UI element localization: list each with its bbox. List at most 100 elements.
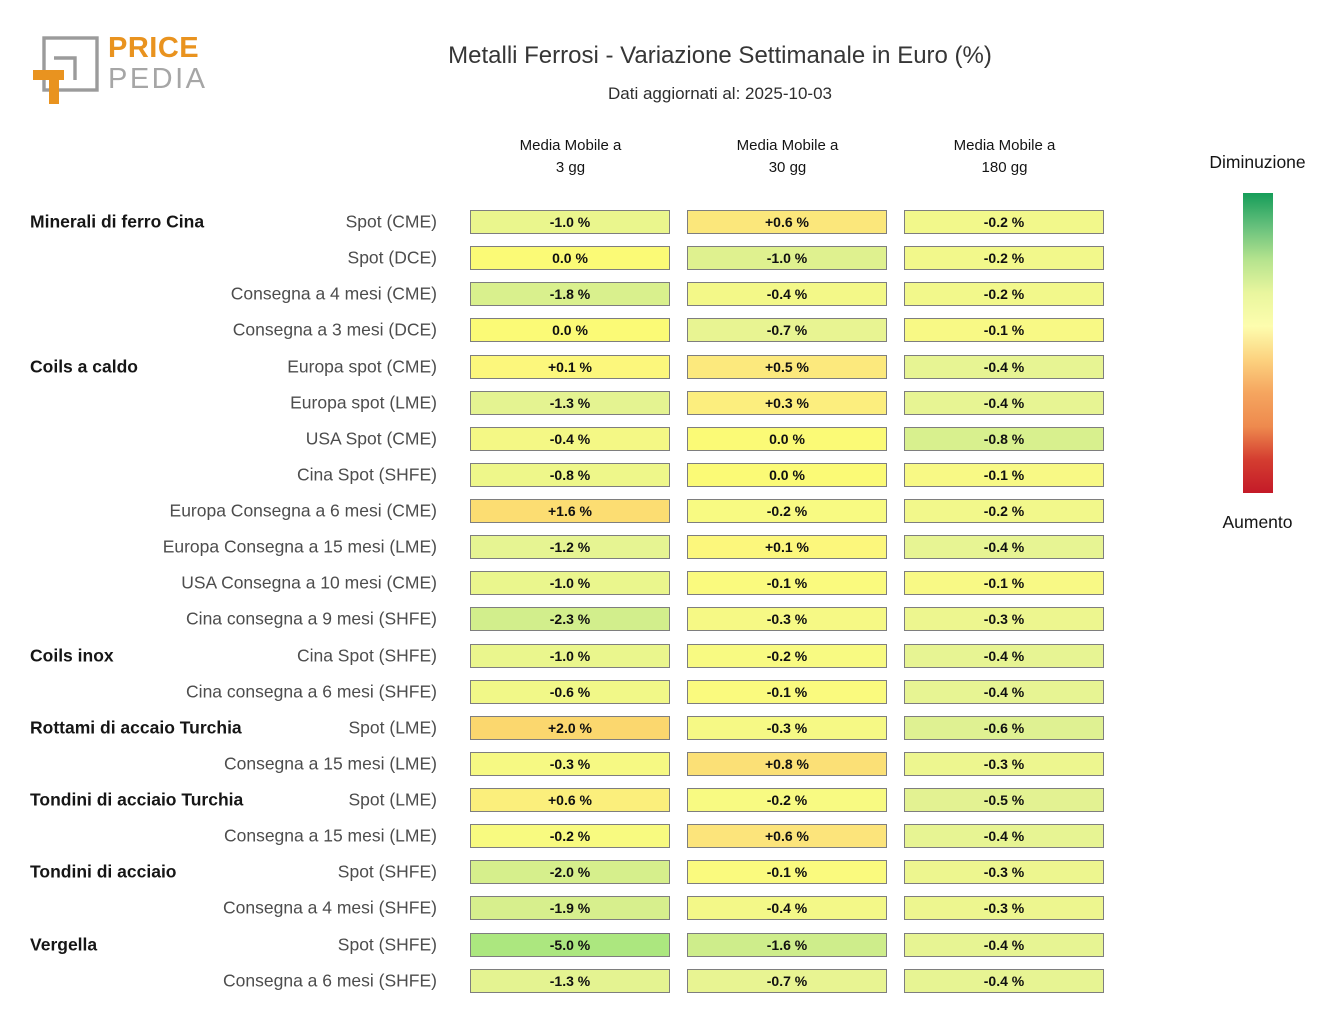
heatmap-cell-30gg: +0.3 % (687, 390, 887, 415)
table-row: Minerali di ferro Cina Spot (CME) -1.0 %… (0, 204, 1130, 240)
heatmap-cell-180gg: -0.1 % (904, 571, 1104, 596)
heatmap-cell-180gg: -0.8 % (904, 426, 1104, 451)
heatmap-cell-3gg: -2.0 % (470, 860, 670, 885)
logo-word-price: PRICE (108, 32, 200, 64)
heatmap-cell-30gg: 0.0 % (687, 462, 887, 487)
heatmap-cell-30gg: -1.6 % (687, 932, 887, 957)
table-row: Consegna a 4 mesi (SHFE) -1.9 % -0.4 % -… (0, 890, 1130, 926)
table-row: Consegna a 15 mesi (LME) -0.3 % +0.8 % -… (0, 746, 1130, 782)
row-series-label: Europa spot (LME) (290, 392, 437, 413)
table-row: Europa Consegna a 15 mesi (LME) -1.2 % +… (0, 529, 1130, 565)
heatmap-cell-3gg: +0.1 % (470, 354, 670, 379)
column-header-line2: 180 gg (981, 158, 1028, 176)
heatmap-cell-3gg: -1.3 % (470, 968, 670, 993)
heatmap-cell-3gg: -0.4 % (470, 426, 670, 451)
heatmap-cell-30gg: -0.4 % (687, 282, 887, 307)
heatmap-cell-3gg: -1.0 % (470, 571, 670, 596)
heatmap-cell-30gg: -0.3 % (687, 607, 887, 632)
table-row: USA Consegna a 10 mesi (CME) -1.0 % -0.1… (0, 565, 1130, 601)
heatmap-cell-30gg: +0.1 % (687, 535, 887, 560)
title-block: Metalli Ferrosi - Variazione Settimanale… (320, 42, 1120, 104)
heatmap-cell-30gg: -0.7 % (687, 968, 887, 993)
column-header-3gg: Media Mobile a 3 gg (470, 135, 671, 179)
heatmap-cell-3gg: 0.0 % (470, 246, 670, 271)
heatmap-rows: Minerali di ferro Cina Spot (CME) -1.0 %… (0, 204, 1130, 999)
heatmap-cell-180gg: -0.3 % (904, 896, 1104, 921)
heatmap-cell-3gg: -1.2 % (470, 535, 670, 560)
table-row: Vergella Spot (SHFE) -5.0 % -1.6 % -0.4 … (0, 927, 1130, 963)
heatmap-cell-30gg: +0.8 % (687, 751, 887, 776)
row-series-label: Consegna a 15 mesi (LME) (223, 825, 437, 846)
row-series-label: USA Consegna a 10 mesi (CME) (181, 572, 437, 593)
row-series-label: Spot (SHFE) (337, 861, 437, 882)
heatmap-cell-3gg: -1.9 % (470, 896, 670, 921)
heatmap-cell-3gg: -1.0 % (470, 210, 670, 235)
row-category-label: Coils inox (30, 645, 114, 666)
row-category-label: Minerali di ferro Cina (30, 211, 205, 232)
heatmap-cell-30gg: +0.6 % (687, 824, 887, 849)
pricepedia-logo-text: PRICE PEDIA (108, 34, 208, 94)
row-category-label: Vergella (30, 934, 98, 955)
heatmap-cell-180gg: -0.1 % (904, 462, 1104, 487)
row-series-label: Spot (DCE) (347, 247, 437, 268)
row-series-label: Consegna a 4 mesi (CME) (230, 283, 437, 304)
legend-label-diminuzione: Diminuzione (1209, 152, 1306, 172)
heatmap-cell-3gg: -0.3 % (470, 751, 670, 776)
heatmap-cell-180gg: -0.3 % (904, 860, 1104, 885)
row-series-label: Cina consegna a 9 mesi (SHFE) (186, 608, 437, 629)
heatmap-cell-180gg: -0.4 % (904, 932, 1104, 957)
column-header-line1: Media Mobile a (519, 137, 622, 154)
heatmap-cell-30gg: -0.2 % (687, 643, 887, 668)
heatmap-cell-3gg: +2.0 % (470, 715, 670, 740)
heatmap-cell-3gg: -1.8 % (470, 282, 670, 307)
logo-word-pedia: PEDIA (108, 63, 208, 95)
row-series-label: Europa spot (CME) (287, 356, 437, 377)
row-series-label: Spot (LME) (348, 717, 438, 738)
heatmap-cell-30gg: -0.3 % (687, 715, 887, 740)
heatmap-cell-30gg: -0.1 % (687, 571, 887, 596)
row-series-label: Consegna a 3 mesi (DCE) (232, 319, 437, 340)
legend-gradient-bar (1243, 193, 1273, 493)
pricepedia-logo: PRICE PEDIA (30, 34, 208, 110)
row-category-label: Coils a caldo (30, 356, 138, 377)
heatmap-cell-30gg: -0.4 % (687, 896, 887, 921)
chart-title: Metalli Ferrosi - Variazione Settimanale… (448, 42, 992, 69)
heatmap-cell-30gg: -1.0 % (687, 246, 887, 271)
heatmap-cell-180gg: -0.2 % (904, 499, 1104, 524)
pricepedia-logo-icon (33, 36, 99, 104)
column-header-180gg: Media Mobile a 180 gg (904, 135, 1105, 179)
row-series-label: USA Spot (CME) (305, 428, 437, 449)
table-row: Consegna a 6 mesi (SHFE) -1.3 % -0.7 % -… (0, 963, 1130, 999)
chart-subtitle: Dati aggiornati al: 2025-10-03 (608, 84, 832, 103)
row-series-label: Spot (SHFE) (337, 934, 437, 955)
heatmap-cell-180gg: -0.6 % (904, 715, 1104, 740)
row-category-label: Tondini di acciaio Turchia (30, 789, 244, 810)
table-row: Tondini di acciaio Spot (SHFE) -2.0 % -0… (0, 854, 1130, 890)
heatmap-cell-180gg: -0.2 % (904, 282, 1104, 307)
heatmap-cell-3gg: +1.6 % (470, 499, 670, 524)
table-row: Coils a caldo Europa spot (CME) +0.1 % +… (0, 349, 1130, 385)
row-series-label: Consegna a 6 mesi (SHFE) (223, 970, 437, 991)
heatmap-cell-3gg: -2.3 % (470, 607, 670, 632)
row-series-label: Cina Spot (SHFE) (296, 645, 437, 666)
heatmap-cell-180gg: -0.2 % (904, 246, 1104, 271)
column-header-line1: Media Mobile a (953, 137, 1056, 154)
table-row: Rottami di accaio Turchia Spot (LME) +2.… (0, 710, 1130, 746)
heatmap-cell-180gg: -0.4 % (904, 824, 1104, 849)
heatmap-cell-3gg: -0.8 % (470, 462, 670, 487)
heatmap-cell-3gg: -5.0 % (470, 932, 670, 957)
row-series-label: Cina consegna a 6 mesi (SHFE) (186, 681, 437, 702)
heatmap-cell-180gg: -0.4 % (904, 535, 1104, 560)
heatmap-cell-3gg: -0.2 % (470, 824, 670, 849)
heatmap-cell-30gg: +0.5 % (687, 354, 887, 379)
row-series-label: Europa Consegna a 6 mesi (CME) (169, 500, 437, 521)
column-header-30gg: Media Mobile a 30 gg (687, 135, 888, 179)
column-header-line1: Media Mobile a (736, 137, 839, 154)
row-category-label: Tondini di acciaio (30, 861, 177, 882)
heatmap-cell-30gg: 0.0 % (687, 426, 887, 451)
table-row: USA Spot (CME) -0.4 % 0.0 % -0.8 % (0, 421, 1130, 457)
row-series-label: Spot (CME) (345, 211, 437, 232)
row-series-label: Cina Spot (SHFE) (296, 464, 437, 485)
heatmap-cell-180gg: -0.4 % (904, 390, 1104, 415)
heatmap-cell-3gg: 0.0 % (470, 318, 670, 343)
